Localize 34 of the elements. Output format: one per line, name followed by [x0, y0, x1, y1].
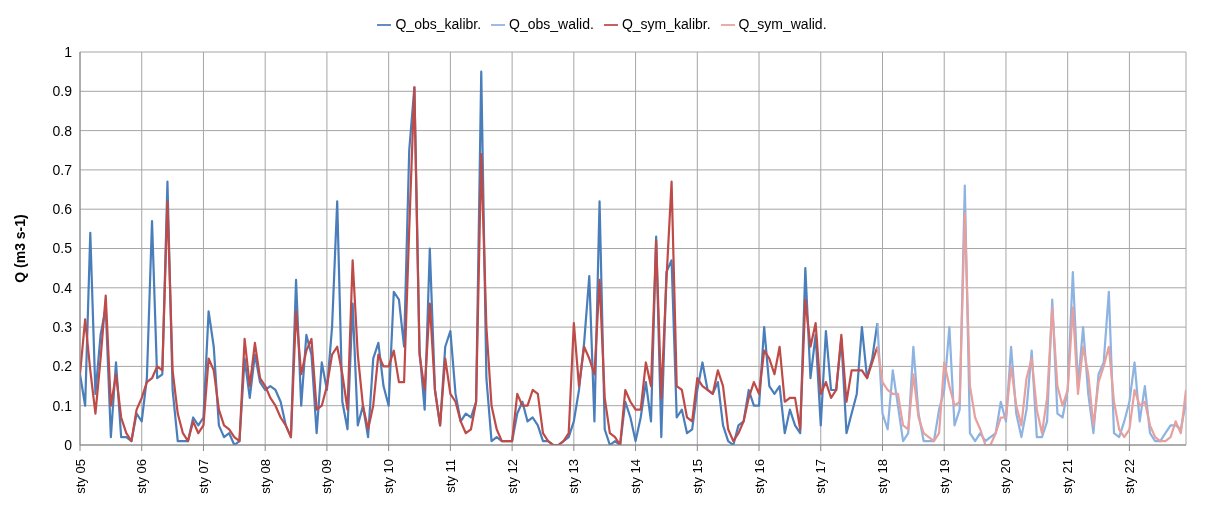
y-tick-label: 0.5 [52, 240, 73, 257]
x-tick-label: sty 11 [442, 459, 458, 493]
y-tick-label: 0.1 [52, 397, 73, 414]
y-tick-label: 0 [64, 436, 73, 453]
x-tick-label: sty 21 [1060, 459, 1076, 494]
y-tick-label: 1 [64, 43, 73, 60]
legend-label: Q_sym_kalibr. [621, 16, 711, 32]
x-tick-label: sty 17 [813, 459, 829, 494]
x-tick-label: sty 07 [195, 459, 211, 494]
y-tick-label: 0.3 [52, 319, 73, 336]
y-tick-label: 0.9 [52, 83, 73, 100]
x-tick-label: sty 14 [628, 459, 644, 494]
x-tick-label: sty 22 [1121, 459, 1137, 494]
y-tick-label: 0.6 [52, 201, 73, 218]
x-tick-label: sty 15 [689, 459, 705, 494]
legend-label: Q_obs_walid. [509, 16, 594, 32]
legend-label: Q_obs_kalibr. [395, 16, 482, 32]
x-tick-label: sty 06 [134, 459, 150, 494]
legend-label: Q_sym_walid. [738, 16, 827, 32]
x-tick-label: sty 08 [257, 459, 273, 494]
x-tick-label: sty 20 [998, 459, 1014, 494]
x-tick-label: sty 12 [504, 459, 520, 494]
x-tick-label: sty 10 [381, 459, 397, 494]
y-tick-label: 0.7 [52, 161, 73, 178]
y-tick-label: 0.4 [52, 279, 73, 296]
x-tick-label: sty 18 [874, 459, 890, 494]
x-tick-label: sty 13 [566, 459, 582, 494]
y-tick-label: 0.2 [52, 358, 73, 375]
x-tick-label: sty 09 [319, 459, 335, 494]
x-tick-label: sty 16 [751, 459, 767, 494]
x-tick-label: sty 19 [936, 459, 952, 494]
y-tick-label: 0.8 [52, 122, 73, 139]
x-tick-label: sty 05 [72, 459, 88, 494]
y-axis-title: Q (m3 s-1) [11, 214, 28, 283]
